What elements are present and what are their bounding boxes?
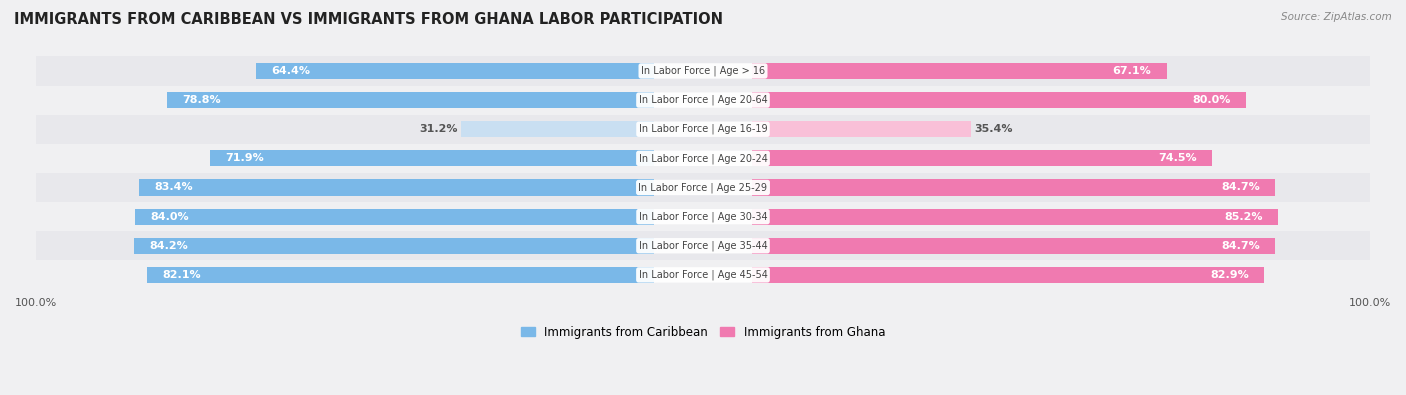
Bar xyxy=(167,92,654,108)
Text: 84.2%: 84.2% xyxy=(149,241,188,251)
Text: 82.1%: 82.1% xyxy=(162,270,201,280)
Bar xyxy=(461,121,654,137)
Text: In Labor Force | Age 35-44: In Labor Force | Age 35-44 xyxy=(638,241,768,251)
Bar xyxy=(139,179,654,196)
Text: 84.7%: 84.7% xyxy=(1222,182,1260,192)
Bar xyxy=(256,63,654,79)
Bar xyxy=(752,121,972,137)
Text: Source: ZipAtlas.com: Source: ZipAtlas.com xyxy=(1281,12,1392,22)
Bar xyxy=(135,209,654,225)
Bar xyxy=(37,202,1369,231)
Bar xyxy=(37,144,1369,173)
Text: 83.4%: 83.4% xyxy=(155,182,193,192)
Bar xyxy=(752,92,1246,108)
Bar xyxy=(146,267,654,283)
Text: 84.0%: 84.0% xyxy=(150,212,188,222)
Legend: Immigrants from Caribbean, Immigrants from Ghana: Immigrants from Caribbean, Immigrants fr… xyxy=(516,321,890,343)
Text: 82.9%: 82.9% xyxy=(1211,270,1249,280)
Bar xyxy=(37,115,1369,144)
Text: 64.4%: 64.4% xyxy=(271,66,311,76)
Bar xyxy=(37,231,1369,260)
Text: 85.2%: 85.2% xyxy=(1225,212,1263,222)
Text: In Labor Force | Age 45-54: In Labor Force | Age 45-54 xyxy=(638,270,768,280)
Text: In Labor Force | Age 30-34: In Labor Force | Age 30-34 xyxy=(638,211,768,222)
Text: IMMIGRANTS FROM CARIBBEAN VS IMMIGRANTS FROM GHANA LABOR PARTICIPATION: IMMIGRANTS FROM CARIBBEAN VS IMMIGRANTS … xyxy=(14,12,723,27)
Text: 67.1%: 67.1% xyxy=(1112,66,1152,76)
Text: In Labor Force | Age 16-19: In Labor Force | Age 16-19 xyxy=(638,124,768,134)
Text: 35.4%: 35.4% xyxy=(974,124,1012,134)
Bar xyxy=(37,85,1369,115)
Text: In Labor Force | Age 20-24: In Labor Force | Age 20-24 xyxy=(638,153,768,164)
Text: In Labor Force | Age 25-29: In Labor Force | Age 25-29 xyxy=(638,182,768,193)
Bar xyxy=(37,260,1369,290)
Text: In Labor Force | Age 20-64: In Labor Force | Age 20-64 xyxy=(638,95,768,105)
Text: 74.5%: 74.5% xyxy=(1159,153,1197,164)
Bar xyxy=(752,63,1167,79)
Text: 71.9%: 71.9% xyxy=(225,153,264,164)
Bar xyxy=(752,267,1264,283)
Bar xyxy=(134,238,654,254)
Bar xyxy=(37,173,1369,202)
Bar xyxy=(209,150,654,166)
Bar xyxy=(752,179,1275,196)
Text: 31.2%: 31.2% xyxy=(419,124,458,134)
Bar xyxy=(37,56,1369,85)
Bar xyxy=(752,238,1275,254)
Text: 78.8%: 78.8% xyxy=(183,95,221,105)
Text: 80.0%: 80.0% xyxy=(1192,95,1230,105)
Text: 84.7%: 84.7% xyxy=(1222,241,1260,251)
Text: In Labor Force | Age > 16: In Labor Force | Age > 16 xyxy=(641,66,765,76)
Bar xyxy=(752,150,1212,166)
Bar xyxy=(752,209,1278,225)
